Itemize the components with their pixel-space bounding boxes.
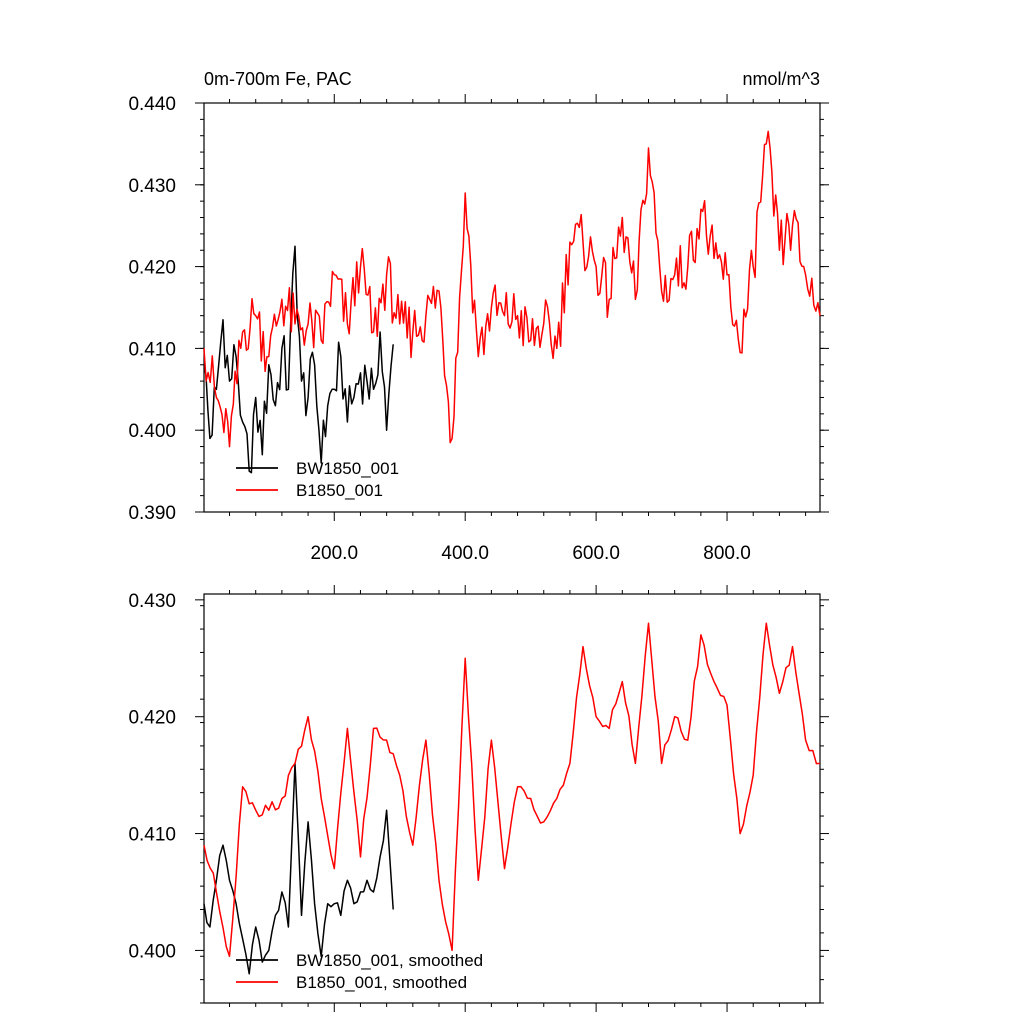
y-tick-label: 0.410 [128, 825, 176, 846]
x-tick-label: 400.0 [441, 543, 489, 564]
y-tick-label: 0.420 [128, 258, 176, 279]
x-tick-label: 600.0 [572, 543, 620, 564]
y-tick-label: 0.400 [128, 941, 176, 962]
top-chart-units: nmol/m^3 [743, 69, 820, 89]
y-tick-label: 0.440 [128, 94, 176, 115]
y-tick-label: 0.390 [128, 503, 176, 524]
series-line-b1850 [203, 130, 821, 448]
legend-label: BW1850_001, smoothed [296, 951, 483, 970]
bottom-plot-frame [203, 593, 821, 1004]
x-tick-label: 800.0 [703, 543, 751, 564]
series-line-bw1850 [203, 245, 394, 474]
bottom-ticks: 0.400 0.410 0.420 0.430 [128, 585, 829, 1012]
legend-label: BW1850_001 [296, 459, 399, 478]
y-tick-label: 0.410 [128, 339, 176, 360]
bottom-series [203, 622, 821, 975]
series-line-b1850 [203, 622, 821, 958]
top-panel: 0m-700m Fe, PAC nmol/m^3 0.390 0.400 0.410… [128, 69, 829, 564]
series-line-bw1850 [203, 762, 394, 975]
legend-label: B1850_001 [296, 481, 383, 500]
x-tick-label: 200.0 [310, 543, 358, 564]
y-tick-label: 0.420 [128, 708, 176, 729]
bottom-legend: BW1850_001, smoothed B1850_001, smoothed [236, 951, 483, 992]
top-chart-title: 0m-700m Fe, PAC [204, 69, 352, 89]
y-tick-label: 0.430 [128, 176, 176, 197]
legend-label: B1850_001, smoothed [296, 973, 467, 992]
y-tick-label: 0.430 [128, 591, 176, 612]
top-plot-frame [203, 102, 821, 513]
top-ticks: 0.390 0.400 0.410 0.420 0.430 0.440 200.0 400.0… [128, 94, 829, 564]
top-legend: BW1850_001 B1850_001 [236, 459, 399, 500]
y-tick-label: 0.400 [128, 421, 176, 442]
top-series [203, 130, 821, 474]
bottom-panel: 0.400 0.410 0.420 0.430 BW1850_001, smoothe… [128, 585, 829, 1012]
